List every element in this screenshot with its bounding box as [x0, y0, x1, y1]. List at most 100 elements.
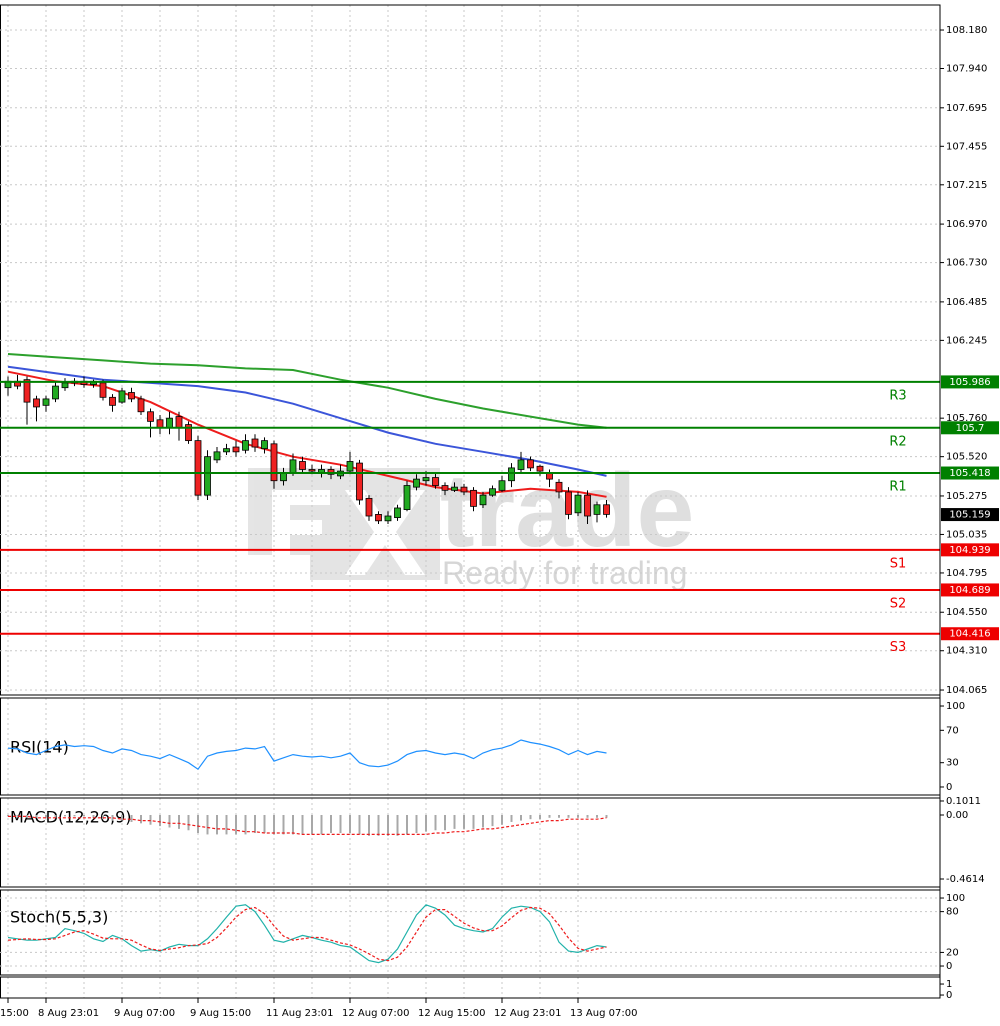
candle-body	[593, 504, 601, 515]
level-price-box	[941, 375, 999, 389]
histogram-bar	[178, 815, 180, 829]
histogram-bar	[102, 815, 104, 820]
y-tick-label: 104.795	[946, 568, 987, 579]
histogram-bar	[111, 815, 114, 821]
x-tick-label: 11 Aug 23:01	[266, 1008, 333, 1019]
histogram-bar	[121, 815, 123, 821]
candle-body	[52, 385, 59, 400]
x-tick-label: 8 Aug 23:01	[38, 1008, 99, 1019]
indicator-line	[7, 739, 607, 771]
candle-body	[441, 485, 449, 491]
level-name: R3	[889, 388, 906, 403]
candle-body	[356, 462, 363, 501]
x-tick-label: 9 Aug 07:00	[114, 1008, 175, 1019]
histogram-bar	[501, 815, 503, 825]
level-name: R1	[889, 480, 906, 495]
x-tick-label: 13 Aug 07:00	[570, 1008, 637, 1019]
candle-body	[384, 515, 392, 522]
y-tick-label: 20	[946, 947, 959, 958]
y-tick-label: 100	[946, 701, 965, 712]
histogram-bar	[64, 815, 66, 817]
histogram-bar	[73, 815, 76, 817]
candle-body	[185, 424, 192, 442]
histogram-bar	[558, 815, 560, 818]
histogram-bar	[168, 815, 171, 828]
histogram-bar	[149, 815, 152, 825]
indicator-line	[8, 815, 607, 835]
y-tick-label: 106.485	[946, 297, 987, 308]
y-tick-label: 30	[946, 758, 959, 769]
y-tick-label: 105.760	[946, 413, 987, 424]
histogram-bar	[548, 815, 551, 818]
y-tick-label: 0	[946, 961, 952, 972]
indicator-line	[7, 906, 607, 962]
candle-body	[603, 504, 610, 515]
candle-body	[156, 419, 164, 429]
histogram-bar	[577, 815, 579, 818]
histogram-bar	[292, 815, 294, 835]
histogram-bar	[377, 815, 380, 836]
histogram-bar	[130, 815, 133, 822]
candle-body	[574, 494, 582, 514]
histogram-bar	[510, 815, 513, 822]
x-tick-label: 9 Aug 15:00	[190, 1008, 251, 1019]
histogram-bar	[187, 815, 190, 831]
candle-body	[223, 448, 230, 453]
x-tick-label: 12 Aug 07:00	[342, 1008, 409, 1019]
level-name: S2	[890, 596, 907, 611]
y-tick-label: 106.245	[946, 335, 987, 346]
candle-body	[261, 440, 268, 450]
y-tick-label: 107.455	[946, 141, 987, 152]
candle-body	[432, 477, 439, 486]
candle-body	[213, 451, 221, 461]
y-tick-label: 0	[946, 782, 952, 793]
histogram-bar	[444, 815, 446, 831]
candle-body	[422, 477, 430, 482]
candle-body	[584, 494, 591, 517]
x-tick-label: 15:00	[0, 1008, 29, 1019]
histogram-bar	[197, 815, 199, 834]
candle-body	[527, 459, 534, 469]
histogram-bar	[35, 815, 38, 818]
histogram-bar	[406, 815, 408, 835]
histogram-bar	[463, 815, 465, 829]
candle-body	[242, 440, 249, 451]
candle-body	[23, 379, 31, 403]
candle-body	[460, 486, 468, 493]
candle-body	[498, 480, 506, 491]
histogram-bar	[244, 815, 247, 835]
moving-average	[7, 353, 607, 429]
last-price-box	[941, 508, 999, 522]
y-tick-label: 107.940	[946, 64, 987, 75]
candle-body	[204, 456, 211, 496]
candle-body	[232, 446, 240, 453]
histogram-bar	[425, 815, 427, 832]
histogram-bar	[472, 815, 475, 829]
level-name: S3	[890, 640, 907, 655]
candle-body	[175, 416, 183, 429]
y-tick-label: 100	[946, 893, 965, 904]
candle-body	[308, 469, 316, 472]
level-price-box	[941, 583, 999, 597]
level-price: 105.7	[956, 423, 985, 434]
candle-body	[470, 489, 477, 507]
histogram-bar	[586, 815, 589, 818]
histogram-bar	[491, 815, 494, 827]
histogram-bar	[349, 815, 351, 834]
y-tick-label: 105.035	[946, 529, 987, 540]
level-price: 104.939	[949, 545, 990, 556]
histogram-bar	[16, 815, 19, 817]
histogram-bar	[434, 815, 437, 831]
histogram-bar	[254, 815, 256, 834]
y-tick-label: 105.520	[946, 452, 987, 463]
indicator-title: MACD(12,26,9)	[10, 808, 132, 827]
candle-body	[61, 382, 69, 389]
candle-body	[536, 465, 544, 472]
candle-body	[251, 438, 259, 448]
candle-body	[128, 392, 135, 400]
histogram-bar	[520, 815, 522, 821]
level-name: S1	[890, 556, 907, 571]
candle-body	[147, 411, 154, 422]
candle-body	[109, 396, 116, 406]
